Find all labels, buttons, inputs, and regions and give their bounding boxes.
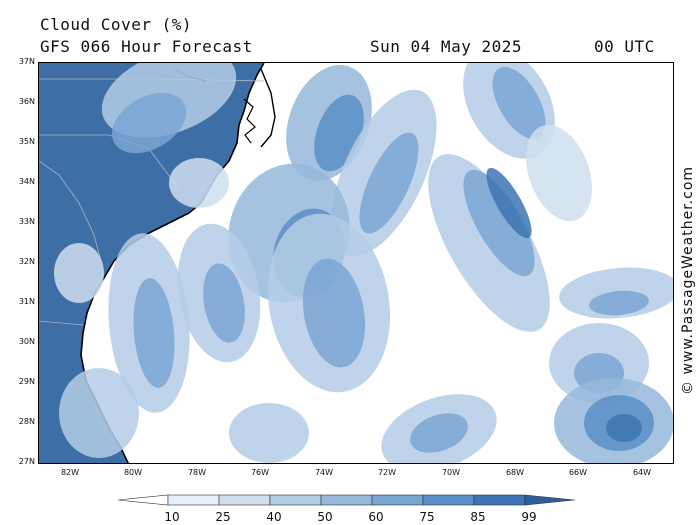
legend-swatch (371, 494, 424, 506)
cloud-patch (59, 368, 139, 458)
legend-swatch (422, 494, 475, 506)
cloud-patch (492, 66, 546, 140)
cloud-patch (169, 158, 229, 208)
lon-label: 72W (377, 468, 397, 477)
legend-label: 85 (470, 510, 486, 524)
cloud-patch (486, 167, 532, 239)
cloud-patch (359, 132, 419, 234)
color-legend (118, 494, 576, 506)
legend-label: 99 (521, 510, 537, 524)
lon-label: 80W (123, 468, 143, 477)
cloud-patch (606, 414, 642, 442)
map-title: Cloud Cover (%) (40, 15, 192, 34)
map-canvas (39, 63, 673, 463)
lon-label: 70W (441, 468, 461, 477)
lat-label: 36N (18, 97, 35, 106)
lon-label: 64W (632, 468, 652, 477)
legend-label: 60 (368, 510, 384, 524)
cloud-patch (229, 403, 309, 463)
lon-label: 68W (505, 468, 525, 477)
pamlico-sound (243, 98, 256, 144)
cloud-cover-map (38, 62, 674, 464)
legend-bar (118, 494, 576, 506)
valid-time: 00 UTC (594, 37, 655, 56)
lat-label: 35N (18, 137, 35, 146)
lon-label: 66W (568, 468, 588, 477)
cloud-patch (54, 243, 104, 303)
legend-label: 25 (215, 510, 231, 524)
lat-label: 29N (18, 377, 35, 386)
cloud-layer (54, 63, 673, 463)
legend-label: 40 (266, 510, 282, 524)
valid-date: Sun 04 May 2025 (370, 37, 522, 56)
site-credit: © www.PassageWeather.com (680, 165, 696, 395)
lon-label: 74W (314, 468, 334, 477)
legend-label: 75 (419, 510, 435, 524)
legend-label: 50 (317, 510, 333, 524)
lat-label: 33N (18, 217, 35, 226)
lon-label: 76W (250, 468, 270, 477)
lat-label: 28N (18, 417, 35, 426)
legend-max-arrow (524, 494, 576, 506)
legend-label: 10 (164, 510, 180, 524)
cloud-patch (203, 263, 245, 343)
legend-swatch (320, 494, 373, 506)
cloud-patch (133, 278, 175, 388)
legend-swatch (218, 494, 271, 506)
cloud-patch (463, 169, 535, 277)
cloud-patch (112, 92, 186, 154)
lon-label: 82W (60, 468, 80, 477)
cloud-patch (589, 290, 649, 316)
cloud-patch (410, 413, 468, 453)
legend-min-arrow (118, 494, 169, 506)
state-border-sc-ga (39, 160, 102, 262)
lat-label: 34N (18, 177, 35, 186)
cloud-patch (302, 258, 366, 368)
cloud-patch (526, 124, 592, 222)
outer-banks (260, 68, 276, 148)
lat-label: 32N (18, 257, 35, 266)
legend-swatch (473, 494, 526, 506)
forecast-label: GFS 066 Hour Forecast (40, 37, 253, 56)
lon-label: 78W (187, 468, 207, 477)
lat-label: 30N (18, 337, 35, 346)
state-border-ga-fl (39, 320, 84, 326)
lat-label: 27N (18, 457, 35, 466)
legend-swatch (167, 494, 220, 506)
lat-label: 31N (18, 297, 35, 306)
lat-label: 37N (18, 57, 35, 66)
legend-swatch (269, 494, 322, 506)
